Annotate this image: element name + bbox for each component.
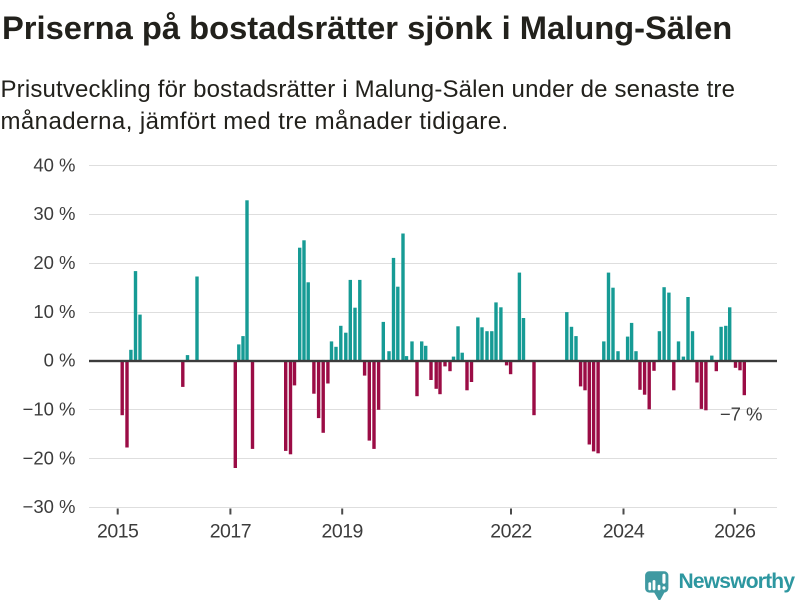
svg-text:−7 %: −7 % — [720, 404, 763, 425]
svg-text:0 %: 0 % — [44, 350, 76, 371]
svg-text:10 %: 10 % — [33, 301, 75, 322]
svg-text:−20 %: −20 % — [23, 447, 76, 468]
svg-text:−10 %: −10 % — [23, 399, 76, 420]
svg-text:−30 %: −30 % — [23, 496, 76, 517]
svg-text:2015: 2015 — [97, 521, 139, 543]
svg-text:40 %: 40 % — [33, 154, 75, 175]
svg-text:2019: 2019 — [322, 521, 363, 543]
svg-text:2017: 2017 — [210, 521, 251, 543]
svg-text:2022: 2022 — [490, 521, 531, 543]
svg-text:2024: 2024 — [603, 521, 645, 543]
svg-text:20 %: 20 % — [33, 252, 75, 273]
svg-text:2026: 2026 — [714, 521, 755, 543]
svg-text:30 %: 30 % — [33, 203, 75, 224]
